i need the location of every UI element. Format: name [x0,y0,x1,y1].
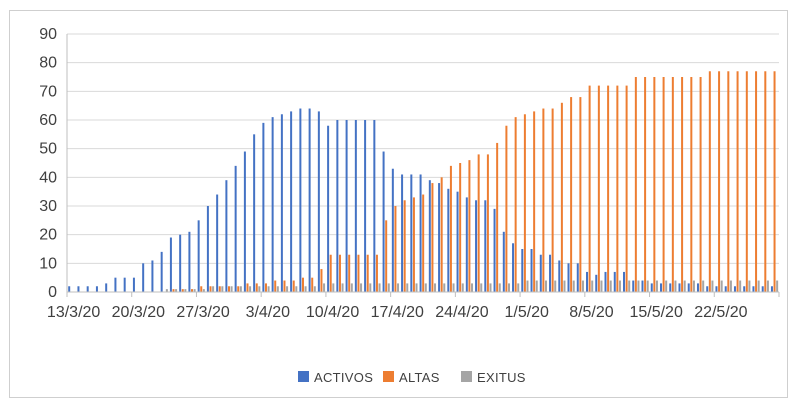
axes [66,34,780,297]
x-axis-labels: 13/3/20 20/3/20 27/3/20 3/4/20 10/4/20 17/4/2… [47,304,748,321]
svg-text:13/3/20: 13/3/20 [47,304,100,321]
svg-text:3/4/20: 3/4/20 [246,304,291,321]
svg-text:60: 60 [39,112,57,129]
svg-text:24/4/20: 24/4/20 [435,304,488,321]
legend-swatch-altas [383,371,394,382]
legend-label-altas: ALTAS [399,370,440,385]
svg-text:70: 70 [39,83,57,100]
svg-text:20/3/20: 20/3/20 [112,304,165,321]
y-axis-labels: 0 10 20 30 40 50 60 70 80 90 [39,26,57,301]
svg-text:0: 0 [48,284,57,301]
chart-frame: 0 10 20 30 40 50 60 70 80 90 13/3/20 20/3/20 27/3/2… [9,10,788,398]
svg-text:10: 10 [39,255,57,272]
svg-text:80: 80 [39,55,57,72]
legend-swatch-activos [298,371,309,382]
svg-text:8/5/20: 8/5/20 [569,304,614,321]
chart-legend: ACTIVOS ALTAS EXITUS [298,370,526,385]
legend-label-activos: ACTIVOS [314,370,373,385]
gridlines [67,33,779,293]
svg-text:50: 50 [39,141,57,158]
svg-text:30: 30 [39,198,57,215]
svg-text:17/4/20: 17/4/20 [371,304,424,321]
svg-text:22/5/20: 22/5/20 [694,304,747,321]
legend-label-exitus: EXITUS [477,370,526,385]
bar-series [68,71,779,293]
svg-text:27/3/20: 27/3/20 [176,304,229,321]
svg-text:1/5/20: 1/5/20 [504,304,549,321]
svg-text:20: 20 [39,227,57,244]
svg-text:15/5/20: 15/5/20 [629,304,682,321]
svg-text:10/4/20: 10/4/20 [306,304,359,321]
svg-text:40: 40 [39,169,57,186]
bar-chart: 0 10 20 30 40 50 60 70 80 90 13/3/20 20/3/20 27/3/2… [39,26,780,385]
svg-text:90: 90 [39,26,57,43]
legend-swatch-exitus [461,371,472,382]
